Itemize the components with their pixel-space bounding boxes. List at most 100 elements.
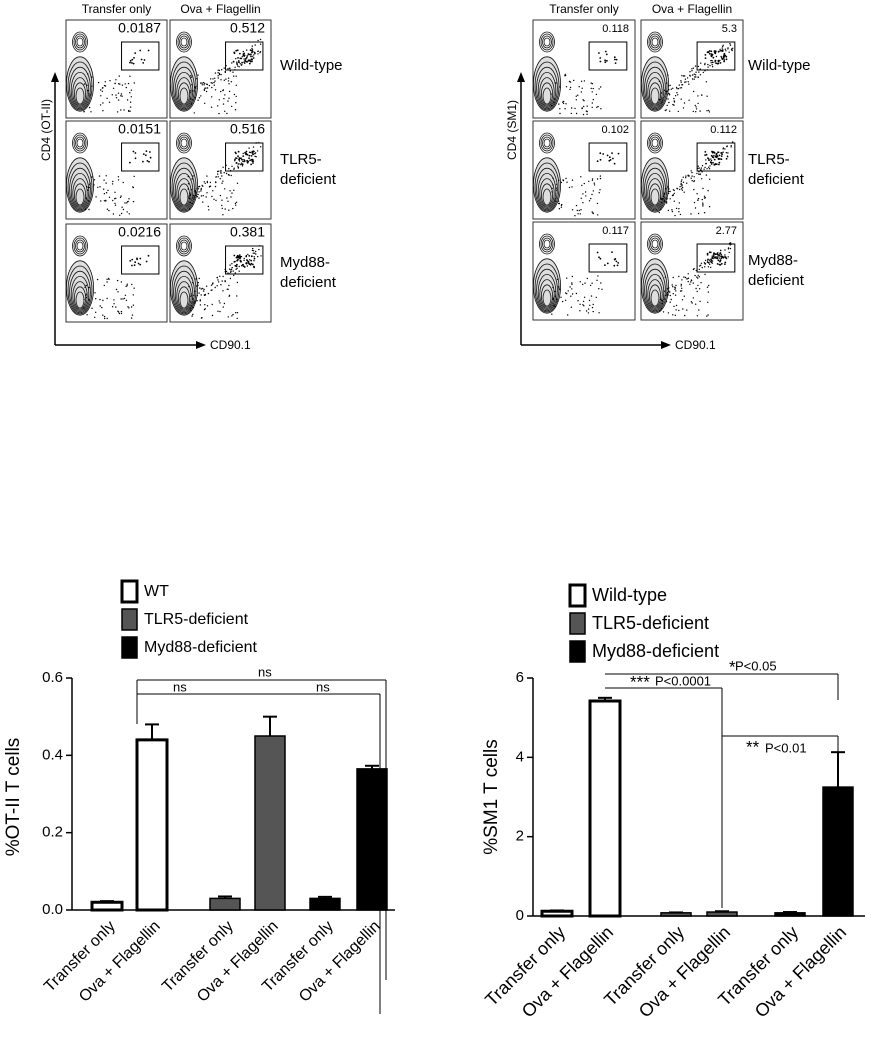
event-dot: [246, 49, 248, 51]
event-dot: [551, 187, 553, 190]
event-dot: [116, 279, 119, 282]
gate: [588, 243, 628, 273]
event-dot: [696, 276, 698, 278]
event-dot: [197, 284, 199, 286]
event-dot: [692, 90, 695, 93]
event-dot: [195, 192, 197, 194]
event-dot: [726, 155, 729, 157]
event-dot: [190, 189, 193, 191]
gated-event: [243, 61, 246, 63]
event-dot: [663, 290, 665, 292]
event-dot: [228, 295, 230, 297]
event-dot: [120, 281, 123, 283]
event-dot: [589, 304, 591, 306]
event-dot: [560, 181, 563, 184]
event-dot: [232, 71, 234, 73]
event-dot: [590, 295, 593, 297]
event-dot: [106, 278, 108, 280]
event-dot: [217, 105, 219, 107]
event-dot: [577, 300, 579, 302]
event-dot: [732, 141, 734, 143]
event-dot: [233, 189, 235, 191]
event-dot: [121, 84, 124, 86]
contour: [75, 188, 85, 206]
event-dot: [707, 291, 710, 293]
contour: [541, 183, 554, 207]
event-dot: [598, 288, 600, 290]
gated-event: [604, 59, 606, 62]
event-dot: [211, 289, 213, 291]
contour: [179, 239, 189, 253]
contour: [533, 56, 562, 112]
contour: [176, 31, 192, 53]
event-dot: [684, 276, 687, 279]
event-dot: [694, 207, 697, 209]
event-dot: [129, 75, 131, 77]
event-dot: [709, 64, 711, 67]
event-dot: [242, 50, 244, 53]
event-dot: [692, 297, 695, 299]
event-dot: [697, 277, 699, 279]
event-dot: [218, 300, 220, 302]
gated-event: [608, 156, 611, 159]
event-dot: [190, 75, 192, 77]
event-dot: [228, 174, 230, 176]
event-dot: [570, 295, 572, 297]
contour: [66, 56, 95, 112]
contour: [534, 162, 560, 212]
event-dot: [254, 152, 257, 154]
event-dot: [728, 51, 730, 53]
gated-event: [724, 263, 726, 265]
event-dot: [663, 192, 665, 194]
event-dot: [679, 87, 681, 89]
event-dot: [598, 312, 600, 314]
contour: [647, 233, 663, 255]
event-dot: [125, 285, 127, 288]
event-dot: [552, 298, 554, 300]
event-dot: [558, 287, 560, 289]
event-dot: [673, 200, 675, 202]
event-dot: [235, 201, 238, 203]
event-dot: [681, 75, 683, 77]
event-dot: [591, 178, 594, 180]
event-dot: [85, 197, 88, 199]
event-dot: [192, 313, 194, 316]
event-dot: [102, 314, 104, 316]
contour: [541, 82, 554, 106]
event-dot: [600, 282, 602, 284]
gated-event: [238, 158, 240, 161]
event-dot: [554, 290, 556, 293]
event-dot: [87, 89, 89, 92]
event-dot: [667, 292, 669, 295]
event-dot: [204, 102, 206, 105]
event-dot: [228, 168, 230, 170]
event-dot: [705, 174, 708, 176]
contour: [169, 157, 198, 213]
event-dot: [554, 82, 557, 84]
event-dot: [121, 95, 123, 97]
event-dot: [564, 108, 566, 110]
event-dot: [189, 194, 192, 196]
event-dot: [679, 213, 682, 216]
event-dot: [254, 44, 256, 46]
event-dot: [120, 95, 122, 97]
gated-event: [599, 60, 602, 63]
event-dot: [108, 278, 110, 281]
event-dot: [718, 257, 720, 259]
event-dot: [593, 184, 596, 186]
event-dot: [202, 185, 204, 187]
gated-event: [235, 49, 238, 52]
event-dot: [88, 208, 90, 211]
y-tick-label: 0: [516, 907, 524, 924]
event-dot: [133, 175, 135, 178]
event-dot: [662, 311, 665, 313]
event-dot: [235, 84, 237, 87]
event-dot: [660, 307, 663, 310]
event-dot: [711, 259, 713, 262]
gated-event: [247, 59, 250, 62]
event-dot: [212, 190, 214, 192]
event-dot: [126, 201, 129, 203]
event-dot: [191, 202, 193, 205]
event-dot: [125, 299, 128, 301]
gated-event: [146, 160, 149, 162]
